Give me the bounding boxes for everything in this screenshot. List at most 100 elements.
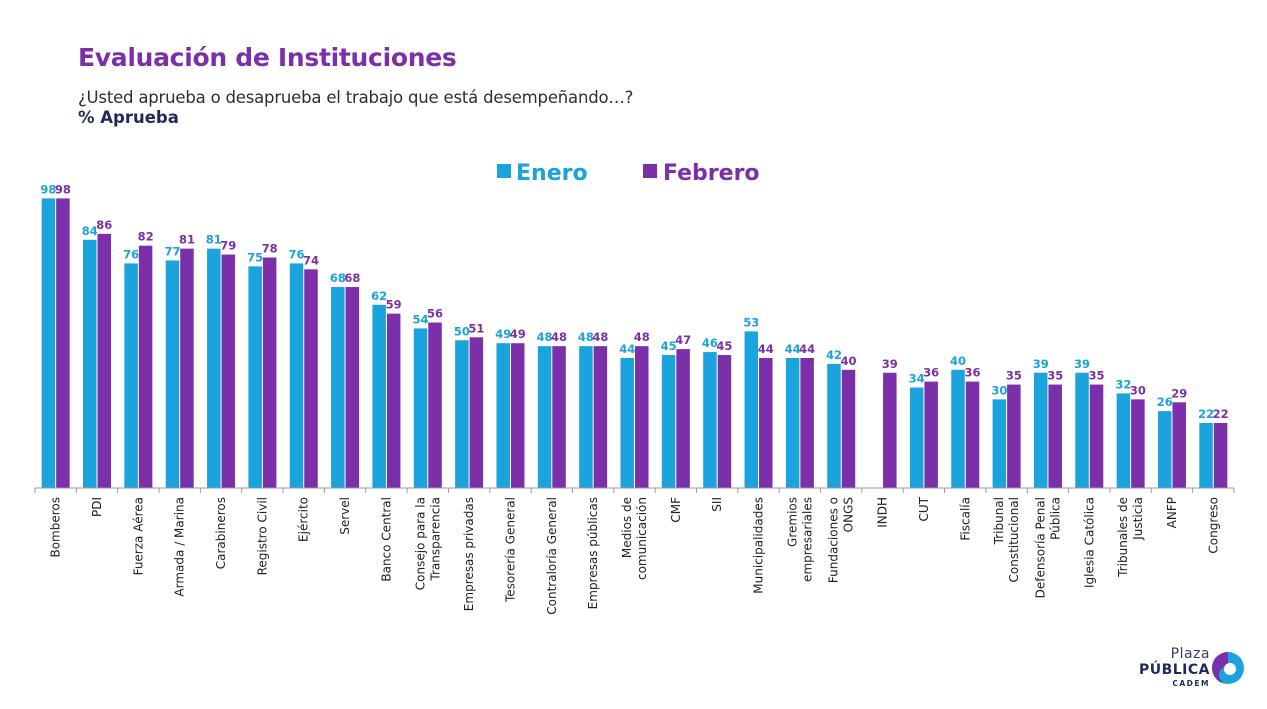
category-label: INDH [876, 497, 890, 528]
value-label-enero: 26 [1157, 395, 1173, 409]
value-label-febrero: 81 [179, 233, 195, 247]
value-label-febrero: 48 [551, 330, 567, 344]
value-label-febrero: 35 [1047, 369, 1063, 383]
category-label: Defensoría PenalPública [1033, 497, 1062, 598]
bar-enero [496, 343, 510, 488]
value-label-enero: 30 [991, 383, 1007, 397]
category-label: TribunalConstitucional [992, 497, 1021, 583]
category-label: Tesorería General [503, 497, 517, 603]
value-label-enero: 48 [578, 330, 594, 344]
value-label-enero: 50 [454, 324, 470, 338]
bar-enero [537, 346, 552, 488]
x-axis-labels: Bomberos PDI Fuerza Aérea Armada / Marina Ca… [49, 496, 1221, 614]
bar-enero [372, 304, 386, 488]
value-label-enero: 44 [785, 342, 801, 356]
category-label: Iglesia Católica [1082, 497, 1096, 588]
bar-febrero [510, 343, 525, 488]
value-label-enero: 46 [702, 336, 718, 350]
bar-enero [827, 363, 841, 488]
value-label-febrero: 45 [716, 339, 732, 353]
value-label-enero: 54 [413, 312, 429, 326]
bar-group [41, 198, 1228, 488]
bar-enero [165, 260, 180, 488]
value-label-febrero: 49 [510, 327, 526, 341]
bar-febrero [221, 254, 236, 488]
bar-enero [1157, 411, 1172, 488]
chart-measure-label: % Aprueba [78, 108, 179, 127]
bar-febrero [262, 257, 277, 488]
chart-subtitle: ¿Usted aprueba o desaprueba el trabajo q… [78, 88, 634, 107]
bar-febrero [552, 346, 566, 488]
category-label: Bomberos [49, 497, 63, 558]
value-label-enero: 39 [1033, 357, 1049, 371]
category-label: Empresas públicas [586, 497, 600, 609]
bar-febrero [97, 233, 112, 488]
category-label: Tribunales deJusticia [1116, 497, 1145, 578]
bar-enero [124, 263, 138, 488]
bar-febrero [635, 346, 649, 488]
bar-enero [1116, 393, 1131, 488]
value-label-enero: 53 [743, 315, 759, 329]
bar-febrero [304, 269, 318, 488]
value-label-enero: 40 [950, 354, 966, 368]
value-label-febrero: 40 [840, 354, 856, 368]
category-label: Empresas privadas [462, 497, 476, 611]
bar-enero [207, 248, 221, 488]
category-label: Armada / Marina [173, 497, 187, 597]
logo-text-plaza: Plaza [1170, 646, 1210, 662]
value-label-enero: 45 [661, 339, 677, 353]
bar-febrero [138, 245, 153, 488]
bar-enero [785, 357, 800, 488]
bar-enero [951, 369, 965, 488]
value-label-enero: 76 [288, 247, 304, 261]
bar-enero [331, 287, 345, 488]
plaza-publica-logo: Plaza PÚBLICA CADEM [1120, 645, 1250, 695]
bar-febrero [965, 381, 980, 488]
bar-febrero [841, 369, 856, 488]
legend-swatch-febrero [643, 164, 657, 178]
value-label-febrero: 51 [468, 321, 484, 335]
bar-enero [289, 263, 304, 488]
bar-enero [83, 239, 97, 488]
category-label: Registro Civil [255, 497, 269, 575]
bar-enero [579, 346, 593, 488]
value-label-enero: 48 [537, 330, 553, 344]
category-label: Fiscalía [958, 497, 972, 541]
bar-febrero [428, 322, 442, 488]
category-label: CMF [669, 497, 683, 523]
value-label-enero: 32 [1115, 377, 1131, 391]
value-label-febrero: 22 [1213, 407, 1229, 421]
category-label: Carabineros [214, 497, 228, 569]
category-label: Contraloría General [545, 497, 559, 615]
value-label-enero: 77 [164, 244, 180, 258]
bar-enero [744, 331, 759, 488]
value-label-enero: 81 [206, 233, 222, 247]
value-label-febrero: 35 [1006, 369, 1022, 383]
bar-febrero [180, 248, 194, 488]
value-label-enero: 62 [371, 289, 387, 303]
value-label-febrero: 47 [675, 333, 691, 347]
bar-enero [620, 357, 634, 488]
bar-febrero [883, 372, 897, 488]
value-label-febrero: 36 [965, 366, 981, 380]
value-label-enero: 76 [123, 247, 139, 261]
value-label-enero: 68 [330, 271, 346, 285]
bar-enero [1199, 422, 1213, 488]
bar-enero [909, 387, 924, 488]
category-label: Fuerza Aérea [131, 497, 145, 575]
bar-febrero [386, 313, 401, 488]
value-label-enero: 98 [40, 182, 56, 196]
bar-febrero [676, 349, 690, 488]
bar-enero [703, 352, 717, 488]
bar-febrero [924, 381, 938, 488]
value-label-febrero: 48 [634, 330, 650, 344]
value-label-febrero: 56 [427, 307, 443, 321]
bar-febrero [759, 357, 773, 488]
value-label-febrero: 74 [303, 253, 319, 267]
legend-label-febrero: Febrero [663, 161, 760, 186]
logo-text-cadem: CADEM [1172, 679, 1210, 688]
bar-enero [248, 266, 262, 488]
category-label: Fundaciones oONGS [827, 497, 856, 583]
category-label: Municipalidades [752, 497, 766, 594]
